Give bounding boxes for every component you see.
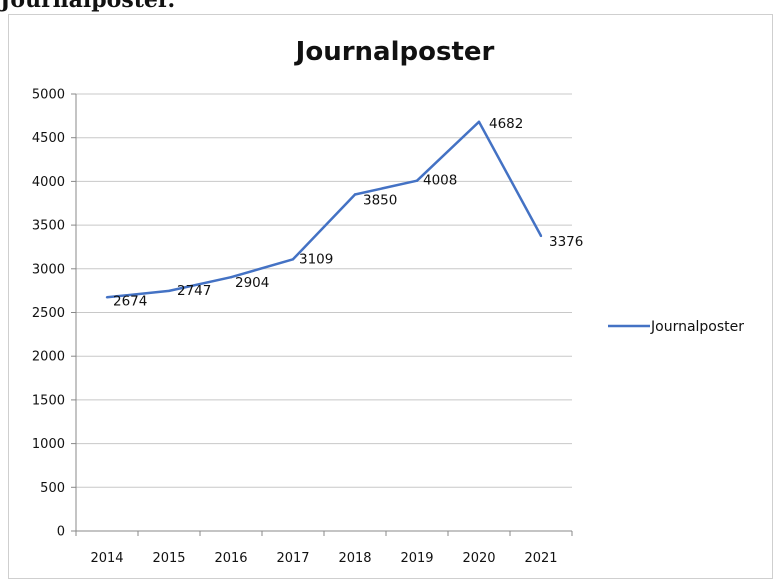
x-tick-label-2020: 2020 [462, 551, 495, 566]
data-point-2017 [291, 258, 295, 261]
data-point-2015 [167, 289, 171, 293]
series-group [105, 120, 543, 299]
y-tick-label-3500: 3500 [32, 219, 65, 234]
y-tick-label-4000: 4000 [32, 175, 65, 190]
legend: Journalposter [608, 319, 744, 335]
y-tick-label-2000: 2000 [32, 350, 65, 365]
data-point-2020 [477, 120, 481, 123]
data-label-2020: 4682 [489, 116, 523, 132]
x-axis-ticks: 2014 2015 2016 2017 2018 2019 2020 2021 [75, 531, 573, 566]
y-tick-label-3000: 3000 [32, 262, 65, 277]
data-label-2015: 2747 [177, 283, 211, 299]
y-tick-label-500: 500 [40, 481, 65, 496]
legend-label: Journalposter [650, 319, 744, 335]
series-line-journalposter [106, 120, 543, 299]
page-heading: Journalposter. [0, 0, 176, 13]
data-label-2017: 3109 [299, 251, 333, 267]
x-tick-label-2018: 2018 [338, 551, 371, 566]
data-point-2018 [353, 193, 357, 196]
x-tick-label-2017: 2017 [276, 551, 309, 566]
y-tick-label-4500: 4500 [32, 131, 65, 146]
y-tick-label-2500: 2500 [32, 306, 65, 321]
x-tick-label-2015: 2015 [152, 551, 185, 566]
y-tick-label-0: 0 [57, 525, 65, 540]
y-axis-ticks: 0 500 1000 1500 2000 2500 3000 3500 4000 4500 5000 [32, 88, 76, 540]
data-label-2019: 4008 [423, 173, 457, 189]
x-tick-label-2021: 2021 [524, 551, 557, 566]
x-tick-label-2016: 2016 [214, 551, 247, 566]
data-point-2016 [229, 275, 233, 279]
y-tick-label-5000: 5000 [32, 88, 65, 103]
x-tick-label-2019: 2019 [400, 551, 433, 566]
data-label-2016: 2904 [235, 275, 269, 291]
data-point-2014 [105, 296, 109, 299]
data-label-2021: 3376 [549, 234, 583, 250]
y-tick-label-1000: 1000 [32, 437, 65, 452]
data-point-2021 [539, 234, 543, 238]
y-tick-label-1500: 1500 [32, 393, 65, 408]
data-labels: 2674 2747 2904 3109 3850 4008 4682 3376 [113, 116, 583, 309]
gridlines [76, 93, 572, 488]
data-label-2018: 3850 [363, 193, 397, 209]
chart-title: Journalposter [294, 37, 495, 67]
data-point-2019 [415, 179, 419, 182]
x-tick-label-2014: 2014 [90, 551, 123, 566]
data-label-2014: 2674 [113, 293, 147, 309]
